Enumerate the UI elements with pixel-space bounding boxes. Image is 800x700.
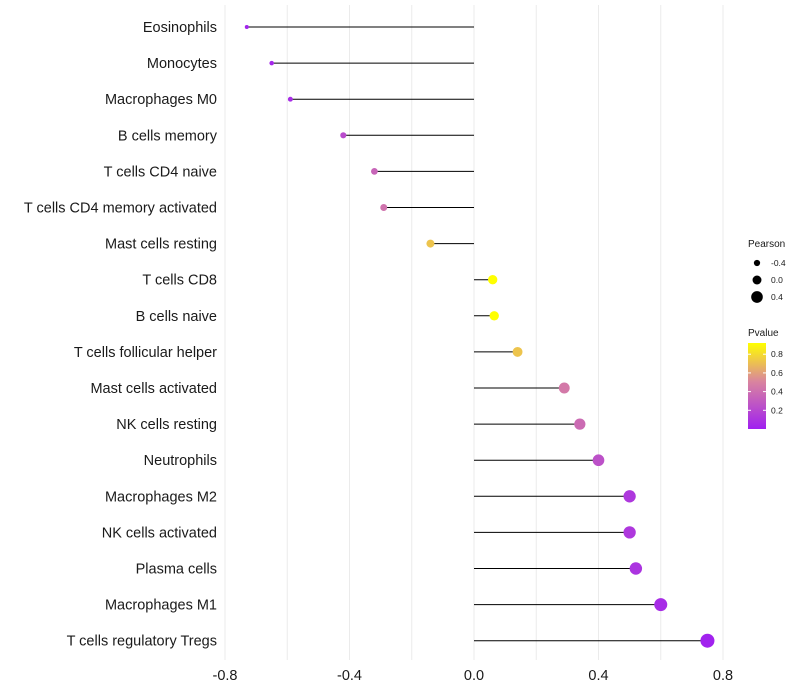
category-label: Plasma cells: [136, 562, 217, 578]
color-legend: Pvalue 0.8 0.6 0.4 0.2: [748, 328, 783, 429]
lollipop-point: [340, 132, 347, 139]
lollipop-point: [371, 168, 378, 175]
x-tick-label: 0.0: [464, 668, 484, 684]
grid: [224, 5, 724, 660]
x-axis-ticks: -0.8 -0.4 0.0 0.4 0.8: [213, 668, 734, 684]
lollipop-point: [269, 60, 274, 66]
category-label: NK cells resting: [116, 417, 217, 433]
category-label: Monocytes: [147, 56, 217, 72]
category-label: Mast cells resting: [105, 237, 217, 253]
size-legend-title: Pearson: [748, 239, 785, 250]
size-legend-label: -0.4: [771, 258, 786, 268]
x-tick-label: -0.4: [337, 668, 362, 684]
lollipop-point: [629, 562, 643, 575]
lollipop-point: [426, 239, 435, 248]
size-legend-key: [753, 259, 761, 267]
lollipop-point: [244, 25, 249, 29]
stems: [246, 26, 708, 642]
category-label: B cells memory: [118, 128, 218, 144]
category-label: Eosinophils: [143, 20, 217, 36]
size-legend-label: 0.0: [771, 275, 783, 285]
lollipop-point: [489, 311, 499, 321]
category-label: B cells naive: [136, 309, 217, 325]
color-legend-label: 0.2: [771, 405, 783, 415]
category-label: Macrophages M2: [105, 489, 217, 505]
x-tick-label: 0.4: [588, 668, 608, 684]
size-legend-label: 0.4: [771, 292, 783, 302]
x-tick-label: 0.8: [713, 668, 733, 684]
category-label: T cells CD4 memory activated: [24, 201, 217, 217]
lollipop-point: [287, 96, 293, 102]
category-label: T cells regulatory Tregs: [67, 634, 217, 650]
lollipop-point: [380, 204, 388, 211]
category-label: Neutrophils: [144, 453, 217, 469]
lollipop-point: [558, 382, 570, 394]
lollipop-point: [512, 346, 523, 357]
size-legend-key: [752, 275, 762, 285]
points: [244, 25, 715, 648]
category-label: Mast cells activated: [90, 381, 217, 397]
size-legend: Pearson -0.4 0.0 0.4: [748, 239, 786, 303]
lollipop-point: [700, 633, 715, 648]
category-label: T cells CD8: [142, 273, 217, 289]
lollipop-point: [623, 526, 636, 539]
category-label: Macrophages M1: [105, 598, 217, 614]
lollipop-point: [654, 598, 668, 612]
x-tick-label: -0.8: [213, 668, 238, 684]
color-legend-label: 0.8: [771, 349, 783, 359]
category-label: Macrophages M0: [105, 92, 217, 108]
size-legend-key: [751, 291, 763, 303]
category-label: NK cells activated: [102, 525, 217, 541]
lollipop-point: [488, 275, 498, 285]
lollipop-point: [623, 490, 636, 503]
lollipop-point: [574, 418, 586, 430]
category-label: T cells CD4 naive: [104, 164, 217, 180]
color-bar: [748, 343, 766, 429]
category-label: T cells follicular helper: [74, 345, 217, 361]
lollipop-point: [592, 454, 605, 467]
color-legend-title: Pvalue: [748, 328, 779, 339]
color-legend-label: 0.6: [771, 368, 783, 378]
color-legend-label: 0.4: [771, 387, 783, 397]
category-labels: Eosinophils Monocytes Macrophages M0 B cell…: [24, 20, 218, 650]
